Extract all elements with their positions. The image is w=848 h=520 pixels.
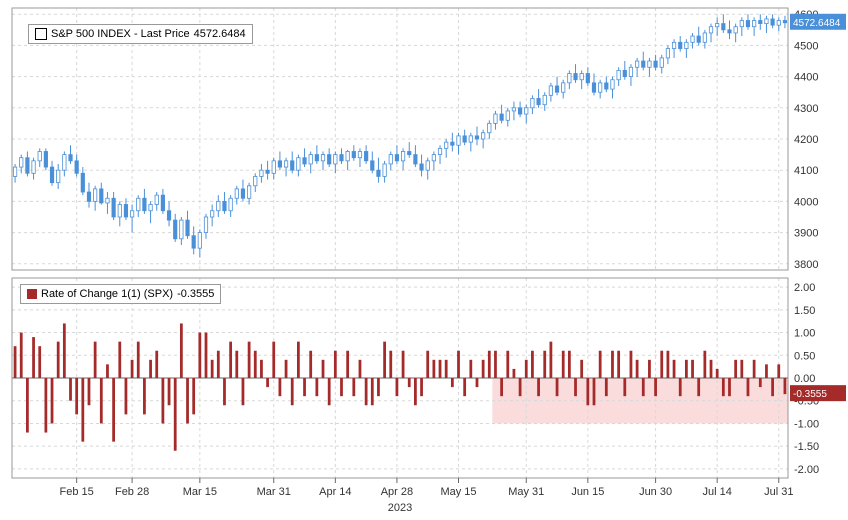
svg-text:Jul 31: Jul 31 <box>764 486 793 498</box>
roc-legend-label: Rate of Change 1(1) (SPX) <box>41 288 173 300</box>
svg-text:Mar 15: Mar 15 <box>183 486 217 498</box>
svg-text:-1.50: -1.50 <box>794 441 819 453</box>
svg-text:4000: 4000 <box>794 196 818 208</box>
svg-text:4200: 4200 <box>794 134 818 146</box>
svg-text:4572.6484: 4572.6484 <box>793 18 841 29</box>
svg-text:Feb 28: Feb 28 <box>115 486 149 498</box>
svg-text:May 31: May 31 <box>508 486 544 498</box>
price-legend-label: S&P 500 INDEX - Last Price <box>51 28 190 40</box>
roc-legend-value: -0.3555 <box>177 288 214 300</box>
svg-text:Apr 14: Apr 14 <box>319 486 351 498</box>
svg-text:-0.3555: -0.3555 <box>793 389 827 400</box>
svg-text:1.00: 1.00 <box>794 328 815 340</box>
price-legend-swatch <box>35 28 47 40</box>
svg-text:3900: 3900 <box>794 228 818 240</box>
svg-text:4100: 4100 <box>794 165 818 177</box>
price-legend: S&P 500 INDEX - Last Price 4572.6484 <box>28 24 253 44</box>
svg-text:4300: 4300 <box>794 103 818 115</box>
svg-text:4400: 4400 <box>794 72 818 84</box>
svg-text:Jul 14: Jul 14 <box>702 486 731 498</box>
svg-text:0.00: 0.00 <box>794 373 815 385</box>
svg-text:0.50: 0.50 <box>794 350 815 362</box>
svg-text:-2.00: -2.00 <box>794 464 819 476</box>
price-legend-value: 4572.6484 <box>194 28 246 40</box>
svg-text:3800: 3800 <box>794 259 818 271</box>
svg-text:Feb 15: Feb 15 <box>60 486 94 498</box>
roc-legend: Rate of Change 1(1) (SPX) -0.3555 <box>20 284 221 304</box>
svg-text:May 15: May 15 <box>440 486 476 498</box>
financial-chart: 3800390040004100420043004400450046004572… <box>0 0 848 520</box>
svg-text:1.50: 1.50 <box>794 305 815 317</box>
svg-text:Jun 30: Jun 30 <box>639 486 672 498</box>
svg-text:Jun 15: Jun 15 <box>571 486 604 498</box>
svg-text:2023: 2023 <box>388 502 412 514</box>
roc-legend-swatch <box>27 289 37 299</box>
svg-text:Mar 31: Mar 31 <box>257 486 291 498</box>
svg-text:2.00: 2.00 <box>794 282 815 294</box>
svg-text:Apr 28: Apr 28 <box>381 486 413 498</box>
svg-text:4500: 4500 <box>794 40 818 52</box>
svg-text:-1.00: -1.00 <box>794 418 819 430</box>
